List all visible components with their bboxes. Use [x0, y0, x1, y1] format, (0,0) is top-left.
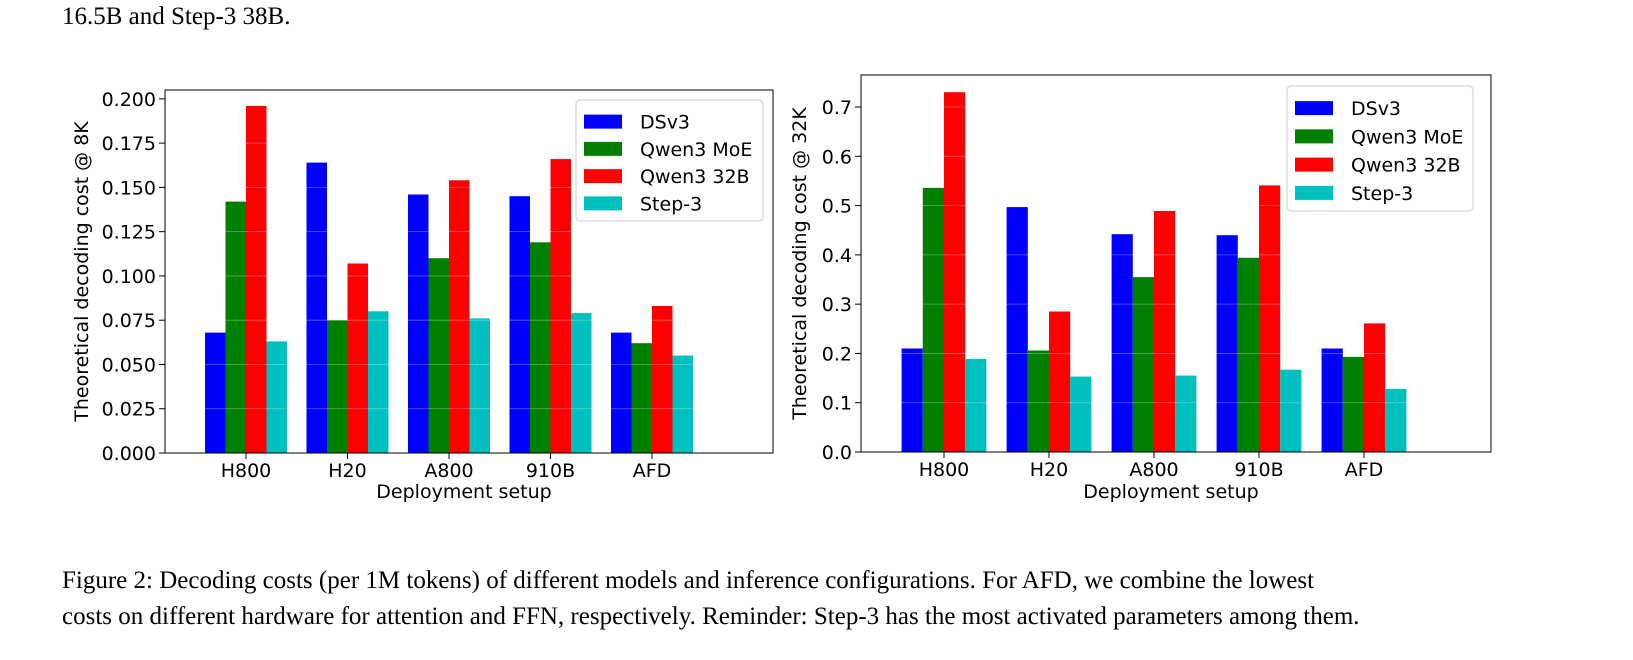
bar-step-3-h20 — [368, 311, 389, 453]
bar-qwen3-moe-h800 — [922, 187, 944, 452]
decoding-cost-32k-chart: 0.0 0.1 0.2 0.3 0.4 0.5 0.6 0.7 H800 H20 A800 910B A… — [789, 74, 1492, 503]
bar-qwen3-32b-h20 — [1049, 311, 1071, 452]
legend-label: DSv3 — [1351, 98, 1401, 120]
bar-qwen3-32b-h800 — [246, 105, 267, 454]
bar-dsv3-h800 — [205, 332, 226, 453]
bar-qwen3-moe-910b — [530, 242, 551, 453]
y-tick-label: 0.075 — [102, 310, 156, 332]
bar-step-3-afd — [1385, 388, 1407, 452]
legend-label: Step-3 — [640, 193, 702, 215]
y-tick-label: 0.150 — [102, 177, 156, 199]
bar-qwen3-32b-910b — [1259, 185, 1281, 452]
bar-dsv3-afd — [611, 332, 632, 453]
y-axis-title: Theoretical decoding cost @ 8K — [71, 121, 93, 423]
y-tick-label: 0.175 — [102, 133, 156, 155]
bar-step-3-910b — [571, 313, 592, 453]
bar-dsv3-h20 — [306, 162, 327, 453]
plot-frame — [860, 74, 1492, 453]
bar-dsv3-a800 — [408, 194, 429, 453]
bar-qwen3-32b-h20 — [347, 263, 368, 453]
legend-swatch-qwen3-32b — [1295, 157, 1333, 172]
bar-qwen3-moe-a800 — [428, 258, 449, 453]
x-tick-label: H20 — [1030, 459, 1068, 481]
bar-dsv3-910b — [1216, 235, 1238, 452]
legend-swatch-step-3 — [584, 196, 622, 211]
bar-dsv3-h20 — [1006, 207, 1028, 452]
legend-swatch-qwen3-moe — [584, 141, 622, 156]
bar-qwen3-moe-910b — [1237, 257, 1259, 452]
bar-qwen3-moe-h20 — [1027, 350, 1049, 452]
bar-qwen3-32b-910b — [550, 159, 571, 453]
bar-qwen3-32b-a800 — [449, 180, 470, 454]
bar-qwen3-moe-h20 — [327, 320, 348, 453]
y-tick-label: 0.1 — [822, 393, 852, 415]
y-tick-label: 0.050 — [102, 354, 156, 376]
bar-dsv3-afd — [1321, 348, 1343, 452]
legend-swatch-dsv3 — [584, 114, 622, 129]
y-tick-label: 0.100 — [102, 266, 156, 288]
bar-qwen3-32b-h800 — [944, 92, 966, 452]
x-tick-label: AFD — [633, 460, 672, 482]
bar-step-3-afd — [672, 355, 693, 453]
bar-qwen3-moe-afd — [1342, 356, 1364, 452]
bar-qwen3-32b-a800 — [1154, 211, 1176, 452]
bar-qwen3-32b-afd — [1364, 323, 1386, 452]
bar-step-3-a800 — [469, 318, 490, 453]
legend-box — [575, 99, 764, 222]
y-tick-label: 0.3 — [822, 294, 852, 316]
plot-frame — [164, 89, 774, 454]
legend-swatch-qwen3-moe — [1295, 129, 1333, 144]
bar-dsv3-910b — [509, 196, 530, 453]
legend-label: Step-3 — [1351, 183, 1413, 205]
y-tick-label: 0.5 — [822, 196, 852, 218]
legend-swatch-dsv3 — [1295, 101, 1333, 116]
x-axis-title: Deployment setup — [1083, 481, 1258, 503]
caption-line-1: Figure 2: Decoding costs (per 1M tokens)… — [62, 567, 1315, 594]
y-tick-label: 0.7 — [822, 97, 852, 119]
bar-qwen3-moe-h800 — [225, 201, 246, 453]
y-tick-label: 0.125 — [102, 222, 156, 244]
x-tick-label: AFD — [1345, 459, 1384, 481]
y-tick-label: 0.2 — [822, 343, 852, 365]
legend-label: Qwen3 32B — [640, 166, 750, 188]
bar-dsv3-a800 — [1111, 234, 1133, 452]
bar-step-3-h800 — [965, 358, 987, 452]
y-tick-label: 0.000 — [102, 443, 156, 465]
bar-step-3-h20 — [1070, 376, 1092, 452]
legend-box — [1286, 85, 1474, 212]
caption-line-2: costs on different hardware for attentio… — [62, 603, 1360, 630]
legend-swatch-step-3 — [1295, 185, 1333, 200]
bar-step-3-h800 — [266, 341, 287, 453]
legend-label: DSv3 — [640, 112, 690, 134]
y-tick-label: 0.4 — [822, 245, 852, 267]
bar-qwen3-moe-afd — [631, 343, 652, 453]
x-tick-label: A800 — [424, 460, 473, 482]
legend-label: Qwen3 32B — [1351, 155, 1461, 177]
x-tick-label: H20 — [328, 460, 366, 482]
y-tick-label: 0.025 — [102, 399, 156, 421]
y-tick-label: 0.6 — [822, 146, 852, 168]
y-tick-label: 0.0 — [822, 442, 852, 464]
bar-qwen3-moe-a800 — [1132, 277, 1154, 452]
x-axis-title: Deployment setup — [376, 481, 551, 503]
legend-label: Qwen3 MoE — [1351, 126, 1463, 148]
y-tick-label: 0.200 — [102, 89, 156, 111]
figure-caption: Figure 2: Decoding costs (per 1M tokens)… — [62, 563, 1582, 635]
decoding-cost-8k-chart: 0.000 0.025 0.050 0.075 0.100 0.125 0.150 0.175… — [71, 89, 774, 503]
x-tick-label: H800 — [919, 459, 970, 481]
x-tick-label: H800 — [221, 460, 272, 482]
y-axis-title: Theoretical decoding cost @ 32K — [789, 107, 811, 421]
x-tick-label: 910B — [526, 460, 575, 482]
bar-dsv3-h800 — [901, 348, 923, 452]
bar-step-3-a800 — [1175, 375, 1197, 452]
legend-swatch-qwen3-32b — [584, 169, 622, 184]
preceding-text-fragment: 16.5B and Step-3 38B. — [62, 3, 291, 30]
legend-label: Qwen3 MoE — [640, 139, 752, 161]
bar-qwen3-32b-afd — [652, 306, 673, 453]
x-tick-label: 910B — [1234, 459, 1283, 481]
bar-step-3-910b — [1280, 369, 1302, 452]
x-tick-label: A800 — [1129, 459, 1178, 481]
